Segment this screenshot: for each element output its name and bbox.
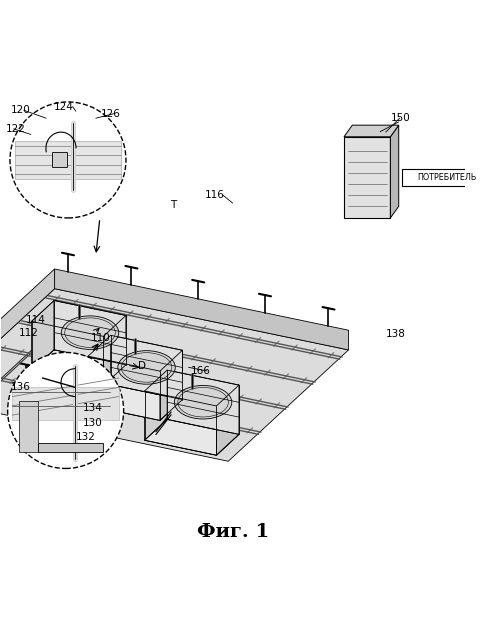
Text: 126: 126 (100, 109, 120, 118)
Text: D: D (137, 362, 145, 371)
Text: 124: 124 (54, 102, 74, 111)
Polygon shape (14, 141, 121, 179)
Bar (343, 137, 390, 218)
Circle shape (10, 102, 126, 218)
Polygon shape (0, 289, 348, 461)
Polygon shape (38, 443, 103, 452)
Text: ПОТРЕБИТЕЛЬ: ПОТРЕБИТЕЛЬ (417, 173, 476, 182)
Text: 110: 110 (91, 333, 111, 342)
Polygon shape (167, 370, 239, 435)
Text: 136: 136 (11, 382, 31, 392)
Text: 116: 116 (204, 189, 224, 200)
Text: 132: 132 (76, 432, 96, 442)
Text: 134: 134 (83, 403, 103, 413)
Text: 166: 166 (191, 366, 210, 376)
Text: T: T (169, 200, 176, 210)
Polygon shape (144, 370, 167, 440)
Polygon shape (144, 391, 216, 455)
Polygon shape (88, 335, 110, 406)
Text: Фиг. 1: Фиг. 1 (196, 524, 268, 541)
Polygon shape (19, 401, 38, 452)
Polygon shape (54, 301, 126, 365)
Polygon shape (88, 385, 182, 420)
Polygon shape (390, 125, 398, 218)
Ellipse shape (118, 351, 175, 384)
Polygon shape (144, 419, 239, 455)
Circle shape (8, 353, 123, 468)
Polygon shape (343, 125, 398, 137)
Text: 114: 114 (26, 315, 46, 325)
Polygon shape (216, 385, 239, 455)
Polygon shape (88, 356, 159, 420)
Polygon shape (0, 269, 55, 400)
Text: 122: 122 (5, 124, 25, 134)
Text: 150: 150 (390, 113, 409, 124)
Text: 130: 130 (83, 418, 103, 428)
Polygon shape (32, 321, 103, 386)
Polygon shape (159, 350, 182, 420)
Bar (401, 169, 480, 186)
Text: 120: 120 (11, 106, 31, 115)
Ellipse shape (61, 316, 119, 349)
Polygon shape (32, 301, 54, 371)
Polygon shape (12, 387, 119, 420)
Polygon shape (110, 335, 182, 399)
Polygon shape (55, 269, 348, 350)
Bar (52, 152, 66, 167)
Polygon shape (103, 316, 126, 386)
Text: 138: 138 (385, 329, 405, 339)
Polygon shape (32, 350, 126, 386)
Ellipse shape (174, 385, 231, 419)
Text: 112: 112 (18, 328, 38, 338)
